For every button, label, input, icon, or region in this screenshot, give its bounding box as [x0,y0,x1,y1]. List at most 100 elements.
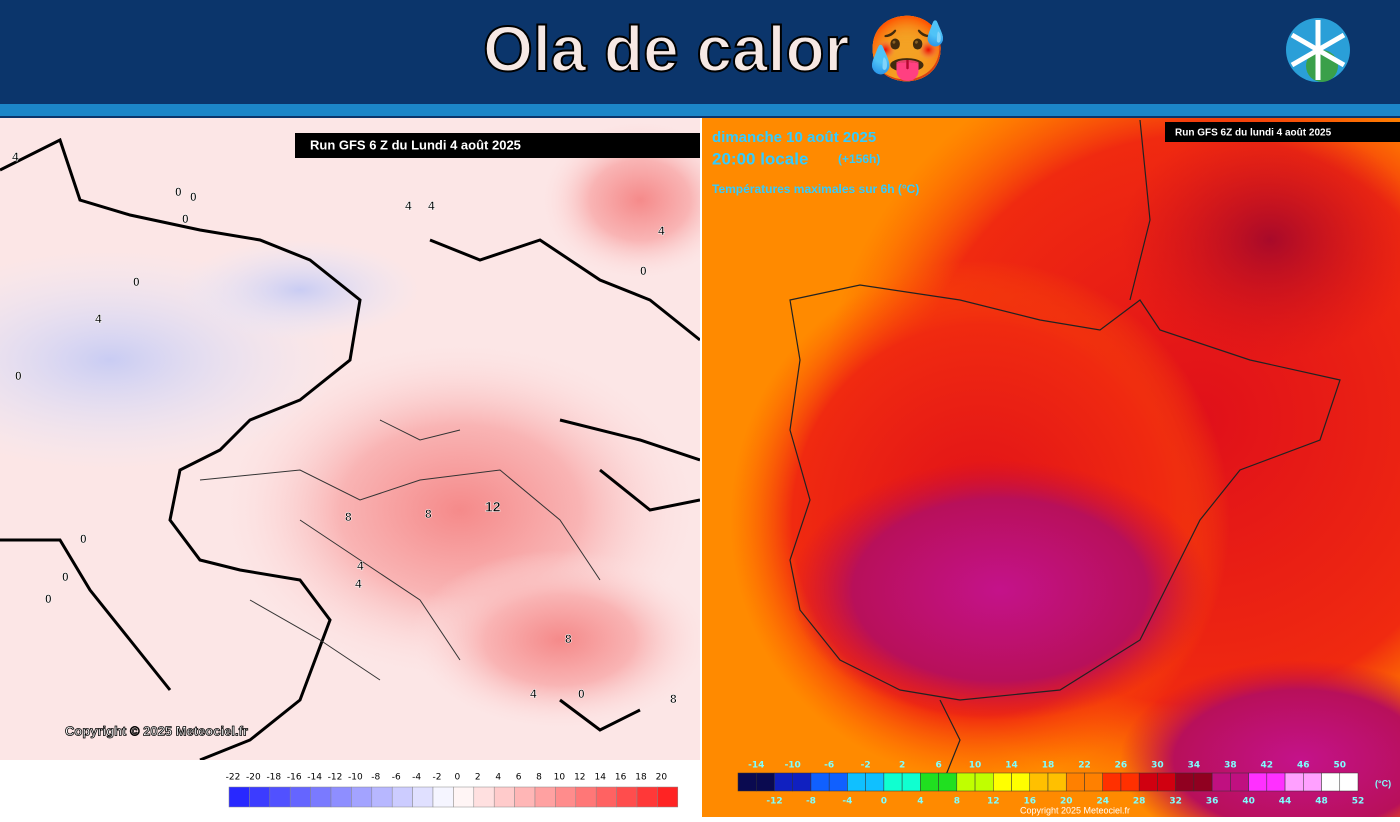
colorbar-label: 0 [881,797,887,807]
colorbar-swatch [412,786,434,808]
colorbar-label: 20 [656,773,668,783]
colorbar-swatch [249,786,271,808]
left-map: Run GFS 6 Z du Lundi 4 août 2025 Copyrig… [0,118,700,760]
left-colorbar: -22 -20 -18 -16 -14 -12 -10 -8 -6 -4 -2 0 2 4 6 8 10 12 14… [226,773,679,808]
contour-label: 0 [15,369,22,383]
colorbar-label: -10 [785,761,801,771]
colorbar-label: 12 [574,773,585,783]
colorbar-swatch [828,772,848,792]
right-colorbar: -14 -10 -6 -2 2 6 10 14 18 22 26 30 34 38 42 46 50-12 -8-… [737,761,1365,807]
colorbar-label: 44 [1279,797,1292,807]
colorbar-label: 10 [969,761,982,771]
colorbar-label: -8 [806,797,816,807]
field: Températures maximales sur 6h (°C) [712,182,919,196]
colorbar-label: -10 [348,773,363,783]
colorbar-swatch [371,786,393,808]
colorbar-label: 16 [1023,797,1036,807]
colorbar-label: 16 [615,773,627,783]
colorbar-swatch [901,772,921,792]
colorbar-label: 14 [1005,761,1018,771]
colorbar-label: 12 [987,797,1000,807]
colorbar-swatch [737,772,757,792]
colorbar-label: -4 [412,773,421,783]
colorbar-label: 36 [1206,797,1219,807]
colorbar-swatch [453,786,475,808]
unit: (°C) [1375,778,1391,788]
colorbar-swatch [865,772,885,792]
colorbar-label: 46 [1297,761,1310,771]
colorbar-label: -12 [766,797,782,807]
colorbar-label: 30 [1151,761,1164,771]
contour-label: 0 [578,687,585,701]
colorbar-swatch [534,786,556,808]
colorbar-label: 38 [1224,761,1237,771]
colorbar-label: -2 [861,761,871,771]
colorbar-swatch [310,786,332,808]
colorbar-swatch [938,772,958,792]
colorbar-swatch [1248,772,1268,792]
colorbar-swatch [1321,772,1341,792]
colorbar-label: 26 [1115,761,1128,771]
colorbar-label: -20 [246,773,261,783]
contour-label: 0 [182,212,189,226]
colorbar-label: -12 [328,773,343,783]
colorbar-label: 24 [1096,797,1109,807]
copyright: Copyright 2025 Meteociel.fr [1020,805,1130,815]
colorbar-label: 48 [1315,797,1328,807]
header-bar [0,0,1400,104]
contour-label: 4 [428,199,435,213]
colorbar-swatch [493,786,515,808]
colorbar-label: 28 [1133,797,1146,807]
colorbar-swatch [1193,772,1213,792]
colorbar-label: -2 [433,773,442,783]
header-line [0,116,1400,118]
colorbar-swatch [1230,772,1249,792]
colorbar-swatch [1011,772,1031,792]
colorbar-label: 52 [1352,797,1365,807]
colorbar-swatch [351,786,373,808]
colorbar-swatch [774,772,793,792]
colorbar-swatch [575,786,597,808]
contour-label: 0 [175,185,182,199]
colorbar-label: -14 [748,761,764,771]
colorbar-label: 10 [554,773,566,783]
colorbar-swatch [657,786,679,808]
contour-label: 4 [95,312,102,326]
colorbar-swatch [616,786,638,808]
date: dimanche 10 août 2025 [712,129,876,146]
lead: (+156h) [838,152,880,166]
colorbar-swatch [391,786,413,808]
colorbar-swatch [755,772,775,792]
header-title: Ola de calor 🥵 [483,13,947,85]
colorbar-swatch [1102,772,1122,792]
colorbar-swatch [289,786,311,808]
colorbar-label: -14 [307,773,322,783]
colorbar-label: 40 [1242,797,1255,807]
colorbar-swatch [1047,772,1067,792]
colorbar-swatch [1339,772,1359,792]
colorbar-swatch [1138,772,1158,792]
colorbar-label: -6 [392,773,401,783]
time: 20:00 locale [712,149,808,168]
contour-label: 4 [12,150,19,164]
contour-label: 8 [345,510,352,524]
contour-label: 4 [658,224,665,238]
colorbar-swatch [1211,772,1231,792]
colorbar-swatch [595,786,617,808]
colorbar-swatch [847,772,866,792]
colorbar-label: 2 [899,761,905,771]
colorbar-swatch [228,786,250,808]
contour-label: 0 [62,570,69,584]
colorbar-swatch [555,786,577,808]
colorbar-swatch [792,772,812,792]
contour-label: 0 [80,532,87,546]
colorbar-swatch [1084,772,1103,792]
colorbar-label: 0 [455,773,461,783]
colorbar-swatch [993,772,1012,792]
colorbar-label: 32 [1169,797,1182,807]
colorbar-label: 8 [536,773,542,783]
colorbar-swatch [1266,772,1286,792]
colorbar-swatch [432,786,454,808]
colorbar-swatch [1120,772,1140,792]
colorbar-swatch [810,772,830,792]
